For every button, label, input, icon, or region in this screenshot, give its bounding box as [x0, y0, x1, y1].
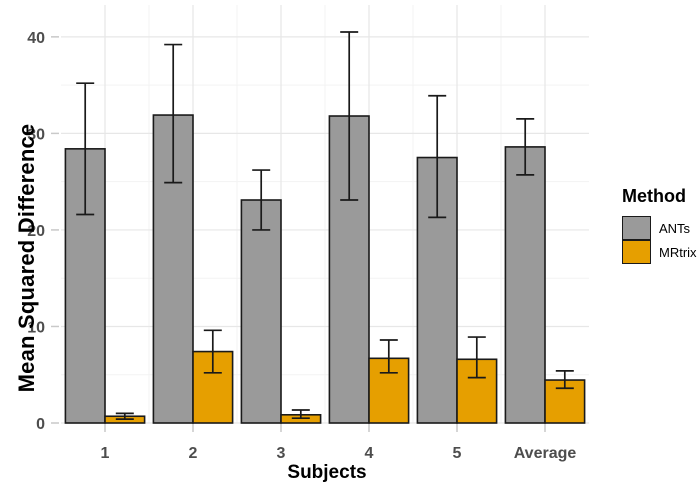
x-tick-label: 3	[277, 445, 286, 462]
x-tick-label: 5	[453, 445, 462, 462]
y-tick-label: 20	[27, 223, 45, 240]
legend: Method ANTs MRtrix	[622, 186, 697, 264]
x-tick-label: 4	[365, 445, 374, 462]
legend-swatch-ants	[622, 216, 651, 240]
legend-label-ants: ANTs	[659, 220, 691, 236]
legend-keys: ANTs MRtrix	[622, 216, 697, 264]
legend-label-mrtrix: MRtrix	[659, 244, 697, 260]
y-tick-label: 30	[27, 126, 45, 143]
bar-ants-5	[416, 156, 458, 424]
x-tick-label: 1	[101, 445, 110, 462]
bar-ants-3	[240, 199, 282, 424]
x-tick-label: 2	[189, 445, 198, 462]
legend-title: Method	[622, 186, 686, 206]
x-tick-label: Average	[514, 445, 577, 462]
y-tick-label: 0	[36, 416, 45, 433]
y-tick-label: 40	[27, 30, 45, 47]
x-axis-title: Subjects	[287, 462, 367, 483]
y-tick-label: 10	[27, 319, 45, 336]
bar-ants-average	[504, 146, 546, 424]
legend-item-ants: ANTs	[622, 216, 697, 240]
legend-swatch-mrtrix	[622, 240, 651, 264]
legend-item-mrtrix: MRtrix	[622, 240, 697, 264]
y-axis-title: Mean Squared Difference	[14, 123, 39, 393]
